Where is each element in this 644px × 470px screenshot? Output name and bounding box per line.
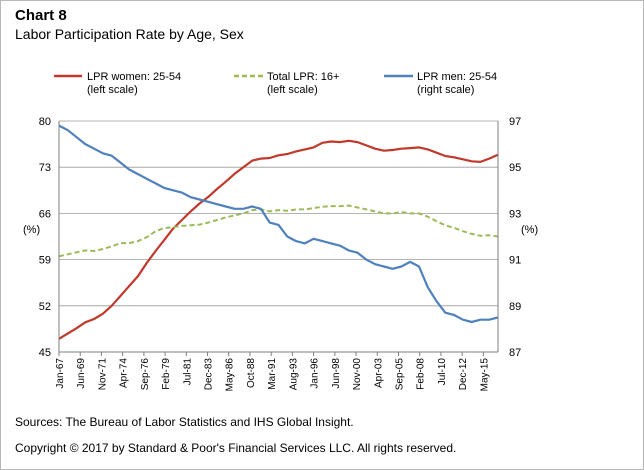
x-tick-label: Mar-91 <box>267 358 278 390</box>
x-tick-label: Oct-88 <box>246 358 257 388</box>
x-tick-label: Nov-71 <box>97 358 108 391</box>
chart-number: Chart 8 <box>15 7 67 24</box>
legend-label: LPR women: 25-54 <box>87 71 181 83</box>
legend-scale-note: (right scale) <box>417 84 474 96</box>
x-tick-label: Apr-74 <box>119 358 130 388</box>
y-tick-label-right: 97 <box>509 116 521 128</box>
y-tick-label-left: 73 <box>39 162 51 174</box>
axes: 80 73 66 59 52 45 97 95 93 91 89 87 Jan-67 Jun-69 Nov-… <box>39 116 522 391</box>
line-chart: 80 73 66 59 52 45 97 95 93 91 89 87 Jan-67 Jun-69 Nov-… <box>23 71 538 391</box>
series-lines <box>58 124 499 340</box>
x-tick-label: Sep-76 <box>140 358 151 391</box>
x-tick-label: Dec-12 <box>458 358 469 391</box>
y-axis-label-left: (%) <box>23 224 40 236</box>
chart-title: Labor Participation Rate by Age, Sex <box>15 26 244 42</box>
y-tick-label-left: 80 <box>39 116 51 128</box>
y-tick-label-right: 87 <box>509 347 521 359</box>
x-tick-label: May-15 <box>479 358 490 392</box>
x-tick-label: Jun-98 <box>331 358 342 389</box>
legend-scale-note: (left scale) <box>267 84 318 96</box>
x-tick-label: Jul-81 <box>182 358 193 386</box>
x-tick-label: Nov-00 <box>352 358 363 391</box>
y-tick-label-left: 45 <box>39 347 51 359</box>
y-axis-label-right: (%) <box>521 224 538 236</box>
legend: LPR women: 25-54(left scale)Total LPR: 1… <box>54 71 497 96</box>
legend-label: Total LPR: 16+ <box>267 71 339 83</box>
y-tick-label-right: 89 <box>509 301 521 313</box>
copyright-note: Copyright © 2017 by Standard & Poor's Fi… <box>15 441 457 455</box>
y-tick-label-left: 59 <box>39 255 51 267</box>
y-tick-label-left: 52 <box>39 301 51 313</box>
legend-scale-note: (left scale) <box>87 84 138 96</box>
x-tick-label: Apr-03 <box>373 358 384 388</box>
x-tick-label: Feb-08 <box>416 358 427 390</box>
x-tick-label: Feb-79 <box>161 358 172 390</box>
x-tick-label: Sep-05 <box>395 358 406 391</box>
x-tick-label: Jun-69 <box>76 358 87 389</box>
x-tick-label: Jan-96 <box>310 358 321 389</box>
x-tick-label: Jul-10 <box>437 358 448 386</box>
y-tick-label-right: 91 <box>509 255 521 267</box>
y-tick-label-left: 66 <box>39 208 51 220</box>
legend-label: LPR men: 25-54 <box>417 71 497 83</box>
y-tick-label-right: 93 <box>509 208 521 220</box>
series-line-2 <box>58 124 499 324</box>
y-tick-label-right: 95 <box>509 162 521 174</box>
x-tick-label: Dec-83 <box>204 358 215 391</box>
series-line-1 <box>58 204 499 258</box>
source-note: Sources: The Bureau of Labor Statistics … <box>15 415 354 429</box>
x-tick-label: May-86 <box>225 358 236 392</box>
x-tick-label: Aug-93 <box>288 358 299 391</box>
series-line-0 <box>58 139 499 340</box>
x-tick-label: Jan-67 <box>55 358 66 389</box>
